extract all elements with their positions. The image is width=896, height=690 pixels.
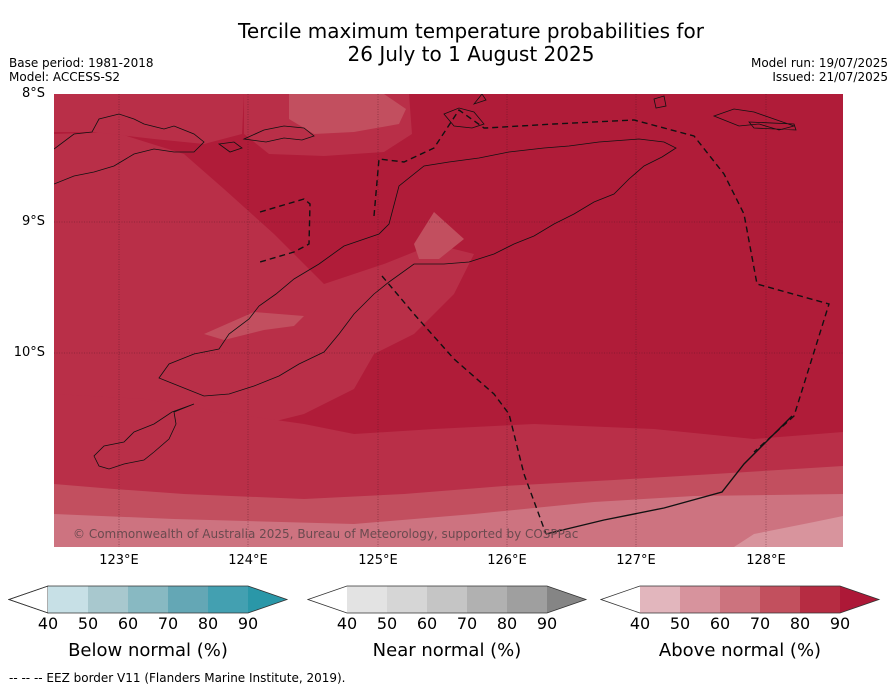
cbar-near-tick: 40 — [336, 614, 358, 633]
lon-label-123e: 123°E — [99, 553, 139, 568]
cbar-below-tick: 50 — [77, 614, 99, 633]
colorbar-near-normal — [307, 585, 589, 615]
cbar-near-seg-4 — [467, 586, 507, 613]
meta-left: Base period: 1981-2018 Model: ACCESS-S2 — [9, 56, 154, 84]
field-80-west — [54, 132, 474, 454]
cbar-above-tick: 70 — [749, 614, 771, 633]
cbar-below-tick: 70 — [157, 614, 179, 633]
eastern-islands-outline — [653, 95, 797, 131]
cbar-near-tick: 70 — [456, 614, 478, 633]
model-run: Model run: 19/07/2025 — [750, 56, 888, 70]
field-60-south — [54, 494, 843, 547]
flores-island-outline — [54, 113, 205, 185]
cbar-above-seg-2 — [680, 586, 720, 613]
cbar-below-arrow-left — [8, 585, 49, 614]
lat-label-10s: 10°S — [13, 345, 45, 360]
timor-island-outline — [158, 138, 677, 397]
field-70-mid — [204, 312, 304, 340]
cbar-near-tick: 50 — [376, 614, 398, 633]
eez-north-line — [373, 109, 830, 453]
cbar-below-tick: 80 — [197, 614, 219, 633]
maritime-boundary-solid — [545, 415, 793, 535]
field-50-corner — [734, 516, 843, 547]
field-70-north — [289, 94, 406, 134]
meta-right: Model run: 19/07/2025 Issued: 21/07/2025 — [751, 56, 888, 84]
cbar-near-tick: 80 — [496, 614, 518, 633]
lon-label-127e: 127°E — [616, 553, 656, 568]
eez-footnote: -- -- -- EEZ border V11 (Flanders Marine… — [9, 671, 346, 685]
cbar-above-seg-4 — [760, 586, 800, 613]
eez-border — [259, 109, 830, 535]
cbar-near-seg-1 — [347, 586, 387, 613]
colorbar-above-normal — [600, 585, 882, 615]
cbar-above-seg-5 — [800, 586, 840, 613]
cbar-above-arrow-right — [840, 586, 879, 613]
lat-label-8s: 8°S — [21, 86, 45, 101]
cbar-near-seg-5 — [507, 586, 547, 613]
cbar-above-title: Above normal (%) — [658, 640, 822, 661]
cbar-below-tick: 60 — [117, 614, 139, 633]
cbar-above-seg-1 — [640, 586, 680, 613]
cbar-near-title: Near normal (%) — [372, 640, 522, 661]
lon-label-128e: 128°E — [746, 553, 786, 568]
cbar-near-arrow-left — [308, 586, 347, 613]
eez-west-line — [259, 198, 311, 263]
lon-label-126e: 126°E — [487, 553, 527, 568]
copyright-notice: © Commonwealth of Australia 2025, Bureau… — [73, 527, 579, 541]
cbar-near-seg-2 — [387, 586, 427, 613]
title-line-2: 26 July to 1 August 2025 — [347, 42, 595, 66]
cbar-above-arrow-left — [601, 586, 640, 613]
field-70-lobe — [414, 212, 464, 259]
cbar-below-title: Below normal (%) — [68, 640, 228, 661]
colorbar-below-normal — [8, 585, 290, 615]
cbar-below-tick: 90 — [237, 614, 259, 633]
cbar-above-tick: 90 — [829, 614, 851, 633]
coastlines — [54, 94, 797, 470]
cbar-below-arrow-right — [248, 586, 287, 613]
alor-islands-outline — [217, 125, 315, 153]
base-period: Base period: 1981-2018 — [9, 56, 154, 70]
cbar-above-tick: 60 — [709, 614, 731, 633]
field-80-upper — [54, 94, 244, 144]
map-title: Tercile maximum temperature probabilitie… — [0, 20, 896, 66]
cbar-near-arrow-right — [547, 586, 586, 613]
cbar-above-tick: 50 — [669, 614, 691, 633]
cbar-below-seg-2 — [88, 586, 128, 613]
eez-south-line — [381, 275, 547, 535]
cbar-below-tick: 40 — [37, 614, 59, 633]
cbar-below-seg-4 — [168, 586, 208, 613]
cbar-above-tick: 80 — [789, 614, 811, 633]
lon-label-124e: 124°E — [228, 553, 268, 568]
rote-island-outline — [93, 403, 195, 470]
cbar-above-seg-3 — [720, 586, 760, 613]
cbar-above-tick: 40 — [629, 614, 651, 633]
gridlines — [54, 94, 843, 547]
cbar-near-tick: 90 — [536, 614, 558, 633]
title-line-1: Tercile maximum temperature probabilitie… — [238, 19, 704, 43]
lat-label-9s: 9°S — [21, 214, 45, 229]
cbar-below-seg-5 — [208, 586, 248, 613]
model-name: Model: ACCESS-S2 — [9, 70, 121, 84]
cbar-near-seg-3 — [427, 586, 467, 613]
issued-date: Issued: 21/07/2025 — [772, 70, 888, 84]
cbar-below-seg-3 — [128, 586, 168, 613]
probability-map — [54, 94, 843, 547]
cbar-near-tick: 60 — [416, 614, 438, 633]
cbar-below-seg-1 — [48, 586, 88, 613]
lon-label-125e: 125°E — [358, 553, 398, 568]
wetar-island-outline — [443, 94, 487, 129]
